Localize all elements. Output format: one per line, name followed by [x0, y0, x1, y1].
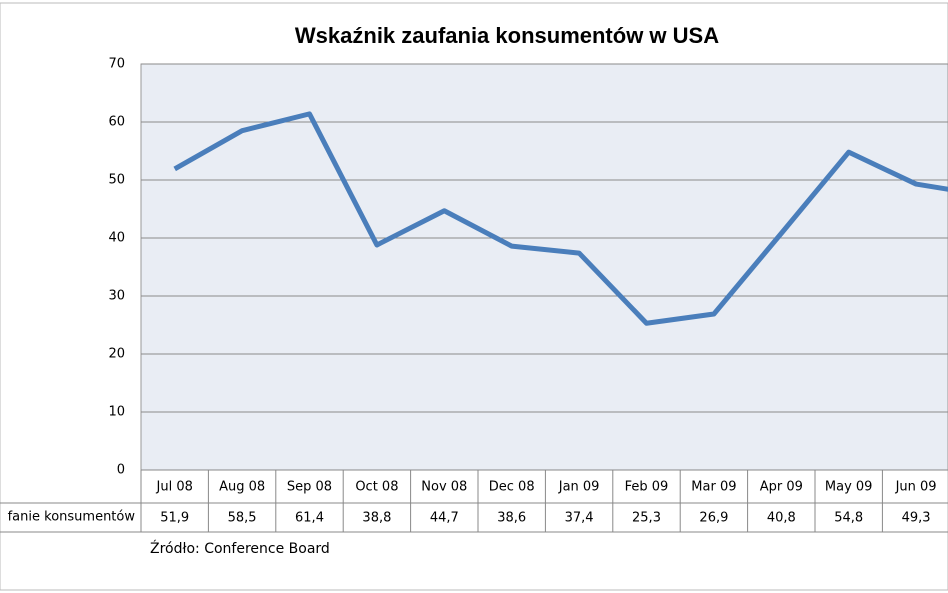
- y-tick-label: 0: [117, 463, 125, 478]
- x-tick-label: Jan 09: [558, 480, 600, 495]
- y-tick-label: 40: [108, 231, 125, 246]
- value-label: 38,8: [362, 511, 391, 526]
- value-label: 44,7: [430, 511, 459, 526]
- y-tick-label: 50: [108, 173, 125, 188]
- legend-label: fanie konsumentów: [8, 510, 136, 525]
- x-tick-label: Jul 08: [156, 480, 193, 495]
- value-label: 25,3: [632, 511, 661, 526]
- chart-title: Wskaźnik zaufania konsumentów w USA: [295, 23, 719, 48]
- x-tick-label: Sep 08: [287, 480, 332, 495]
- value-label: 40,8: [767, 511, 796, 526]
- y-tick-label: 30: [108, 289, 125, 304]
- data-line: [173, 111, 948, 326]
- x-tick-label: Aug 08: [219, 480, 265, 495]
- value-label: 37,4: [565, 511, 594, 526]
- value-label: 51,9: [160, 511, 189, 526]
- x-tick-label: Dec 08: [489, 480, 535, 495]
- value-label: 61,4: [295, 511, 324, 526]
- value-label: 26,9: [699, 511, 728, 526]
- x-tick-label: Feb 09: [625, 480, 669, 495]
- y-tick-label: 70: [108, 57, 125, 72]
- x-tick-label: Mar 09: [691, 480, 736, 495]
- value-label: 58,5: [228, 511, 257, 526]
- y-tick-label: 10: [108, 405, 125, 420]
- value-label: 54,8: [834, 511, 863, 526]
- x-tick-label: Apr 09: [760, 480, 803, 495]
- x-tick-label: Nov 08: [421, 480, 467, 495]
- y-tick-label: 60: [108, 115, 125, 130]
- source-note: Źródło: Conference Board: [150, 539, 330, 557]
- x-tick-label: Jun 09: [895, 480, 937, 495]
- x-tick-label: May 09: [825, 480, 873, 495]
- y-tick-label: 20: [108, 347, 125, 362]
- value-label: 49,3: [902, 511, 931, 526]
- value-label: 38,6: [497, 511, 526, 526]
- x-tick-label: Oct 08: [355, 480, 398, 495]
- plot-area: [140, 63, 948, 471]
